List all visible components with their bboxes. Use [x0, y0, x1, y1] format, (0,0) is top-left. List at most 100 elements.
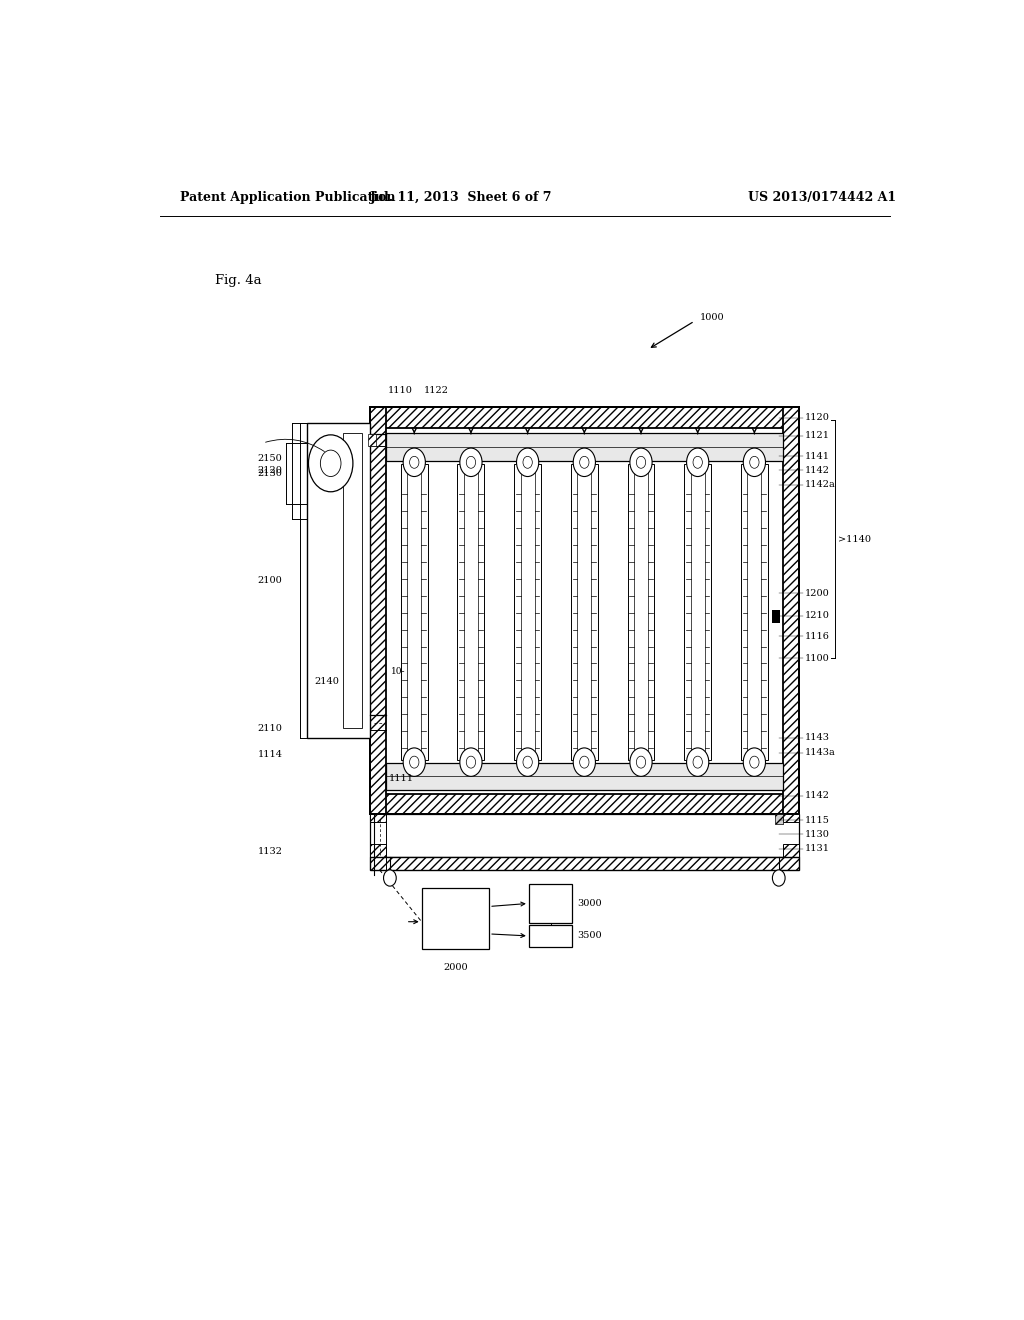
Text: 1131: 1131	[805, 843, 829, 853]
Text: 1111: 1111	[389, 774, 414, 783]
Text: US 2013/0174442 A1: US 2013/0174442 A1	[749, 190, 896, 203]
Bar	[370, 857, 799, 870]
Bar	[528, 925, 572, 948]
Bar	[306, 422, 370, 738]
Bar	[570, 465, 598, 760]
Circle shape	[686, 748, 709, 776]
Bar	[528, 884, 572, 923]
Circle shape	[403, 748, 425, 776]
Bar	[370, 814, 799, 857]
Text: 1116: 1116	[805, 631, 829, 640]
Bar	[369, 434, 377, 446]
Bar	[408, 470, 421, 754]
Text: 1142: 1142	[805, 466, 829, 475]
Text: 1100: 1100	[805, 653, 829, 663]
Text: 2140: 2140	[314, 677, 339, 686]
Text: 1122: 1122	[424, 387, 449, 395]
Circle shape	[523, 756, 532, 768]
Circle shape	[384, 870, 396, 886]
Text: 1114: 1114	[257, 750, 283, 759]
Bar	[386, 763, 782, 789]
Circle shape	[308, 434, 353, 492]
Text: >1140: >1140	[839, 535, 871, 544]
Circle shape	[516, 748, 539, 776]
Bar	[782, 845, 799, 857]
Bar	[690, 470, 705, 754]
Bar	[628, 465, 654, 760]
Circle shape	[630, 748, 652, 776]
Bar	[386, 433, 782, 461]
Bar	[782, 814, 799, 822]
Text: 2110: 2110	[257, 723, 283, 733]
Bar	[634, 470, 648, 754]
Circle shape	[460, 447, 482, 477]
Circle shape	[466, 457, 475, 469]
Circle shape	[686, 447, 709, 477]
Text: 1210: 1210	[805, 611, 829, 620]
Circle shape	[516, 447, 539, 477]
Circle shape	[403, 447, 425, 477]
Circle shape	[580, 756, 589, 768]
Bar	[370, 408, 386, 814]
Circle shape	[573, 748, 595, 776]
Bar	[458, 465, 484, 760]
Bar	[782, 408, 799, 814]
Bar	[520, 470, 535, 754]
Circle shape	[636, 756, 646, 768]
Bar	[400, 465, 428, 760]
Text: 1143: 1143	[805, 733, 829, 742]
Circle shape	[743, 748, 766, 776]
Text: 2000: 2000	[443, 964, 468, 972]
Bar	[370, 845, 386, 857]
Text: 1000: 1000	[699, 313, 724, 322]
Text: 1121: 1121	[805, 432, 829, 441]
Circle shape	[410, 457, 419, 469]
Bar	[370, 408, 799, 428]
Text: 3500: 3500	[578, 932, 602, 940]
Circle shape	[466, 756, 475, 768]
Circle shape	[693, 457, 702, 469]
Text: Jul. 11, 2013  Sheet 6 of 7: Jul. 11, 2013 Sheet 6 of 7	[370, 190, 553, 203]
Text: 3000: 3000	[578, 899, 602, 908]
Text: 2150: 2150	[257, 454, 282, 463]
Text: 2130: 2130	[257, 469, 283, 478]
Circle shape	[573, 447, 595, 477]
Text: 1143a: 1143a	[805, 748, 836, 758]
Circle shape	[523, 457, 532, 469]
Text: 1142: 1142	[805, 791, 829, 800]
Circle shape	[410, 756, 419, 768]
Bar	[514, 465, 541, 760]
Text: Patent Application Publication: Patent Application Publication	[179, 190, 395, 203]
Text: 2100: 2100	[257, 576, 282, 585]
Bar	[343, 433, 362, 727]
Bar	[772, 610, 780, 623]
Text: 1110: 1110	[388, 387, 413, 395]
Circle shape	[580, 457, 589, 469]
Bar	[775, 814, 782, 824]
Bar	[370, 814, 386, 822]
Bar	[370, 408, 799, 814]
Circle shape	[750, 457, 759, 469]
Circle shape	[630, 447, 652, 477]
Text: 1115: 1115	[805, 816, 829, 825]
Text: Fig. 4a: Fig. 4a	[215, 273, 262, 286]
Bar	[422, 888, 489, 949]
Text: 1142a: 1142a	[805, 480, 836, 490]
Circle shape	[693, 756, 702, 768]
Bar	[370, 793, 799, 814]
Circle shape	[321, 450, 341, 477]
Text: 1132: 1132	[257, 847, 283, 857]
Bar	[464, 470, 478, 754]
Text: 2120: 2120	[257, 466, 283, 475]
Circle shape	[743, 447, 766, 477]
Circle shape	[772, 870, 785, 886]
Text: 1120: 1120	[805, 413, 829, 422]
Bar	[741, 465, 768, 760]
Text: 1141: 1141	[805, 451, 829, 461]
Text: 1200: 1200	[805, 589, 829, 598]
Circle shape	[750, 756, 759, 768]
Text: 1130: 1130	[805, 830, 829, 838]
Circle shape	[636, 457, 646, 469]
Bar	[578, 470, 591, 754]
Circle shape	[460, 748, 482, 776]
